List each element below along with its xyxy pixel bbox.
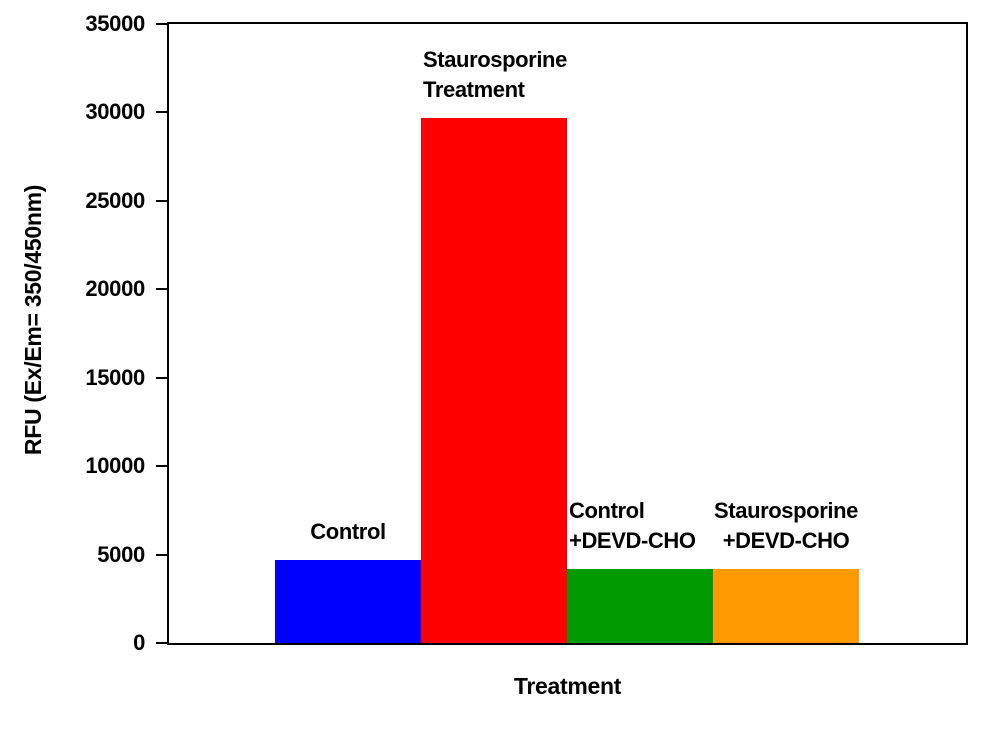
y-tick-mark [156,288,167,291]
bar-label-line: Treatment [423,77,525,102]
y-tick-label-5000: 5000 [97,541,145,567]
bar-label-line: Staurosporine [423,47,567,72]
y-tick-label-15000: 15000 [85,364,145,390]
y-tick-mark [156,111,167,114]
bar-label-staurosporine-devd-cho: Staurosporine +DEVD-CHO [714,496,858,556]
bar-label-control-devd-cho: Control +DEVD-CHO [569,496,696,556]
bar-label-line: Control [310,519,386,544]
bar-label-line: Staurosporine [714,498,858,523]
bar-control-devd-cho [567,569,713,643]
bar-staurosporine-treatment [421,118,567,643]
bar-label-staurosporine-treatment: Staurosporine Treatment [423,45,567,105]
y-tick-label-20000: 20000 [85,276,145,302]
y-tick-label-0: 0 [133,630,145,655]
plot-area [167,22,968,645]
bar-label-line: Control [569,498,645,523]
y-tick-mark [156,199,167,202]
bar-label-line: +DEVD-CHO [722,528,850,553]
bar-label-control: Control [310,517,386,547]
bar-control [275,560,421,643]
y-tick-label-25000: 25000 [85,187,145,213]
y-tick-mark [156,23,167,25]
x-axis-title: Treatment [513,673,622,699]
y-tick-mark [156,376,167,379]
y-tick-mark [156,465,167,468]
y-tick-label-10000: 10000 [85,453,145,479]
bar-label-line: +DEVD-CHO [569,528,696,553]
y-tick-label-30000: 30000 [85,99,145,125]
y-tick-mark [156,553,167,556]
y-tick-label-35000: 35000 [85,11,145,36]
bar-staurosporine-devd-cho [713,569,859,643]
y-tick-mark [156,642,167,644]
